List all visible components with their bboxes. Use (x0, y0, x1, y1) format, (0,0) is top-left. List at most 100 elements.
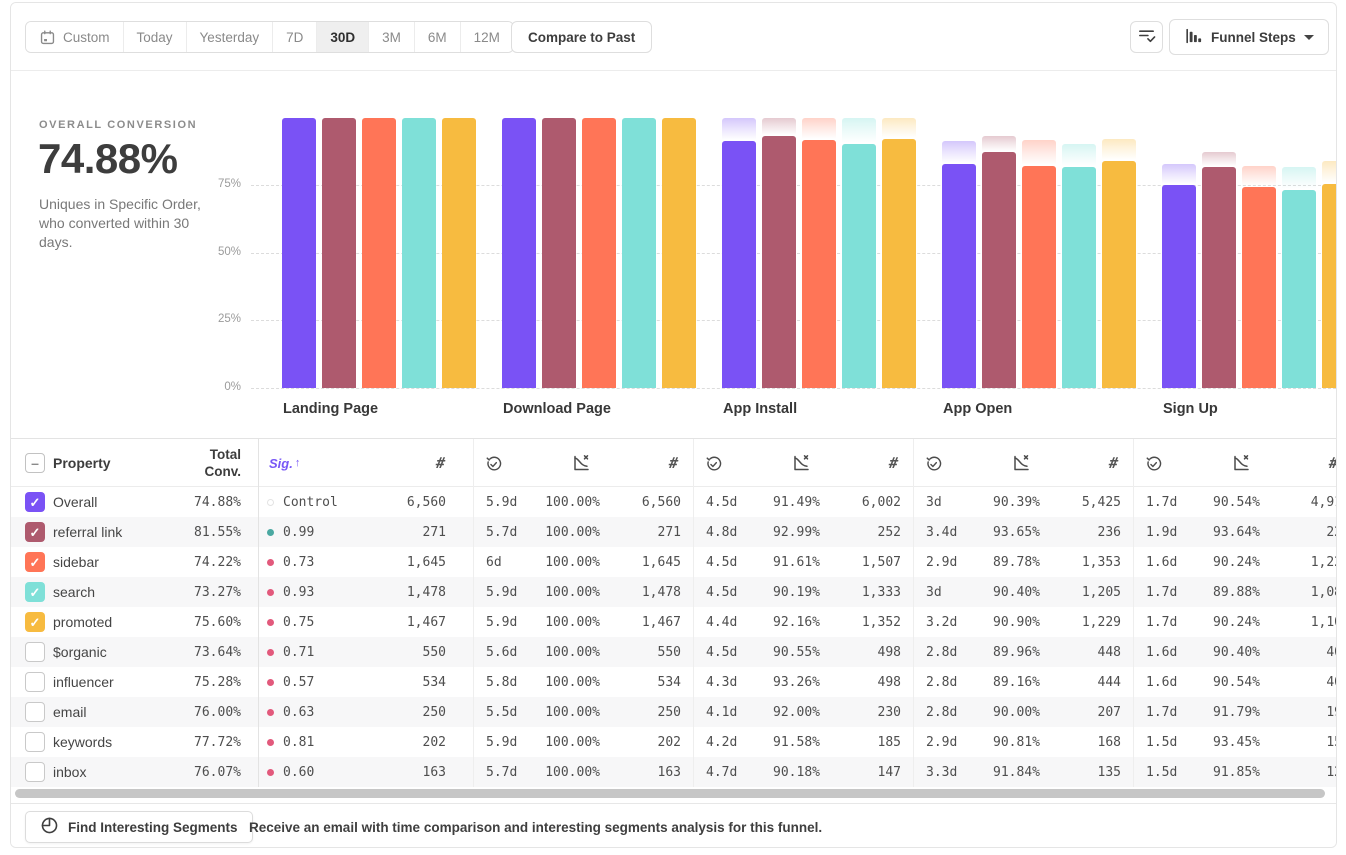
date-range-today[interactable]: Today (123, 22, 187, 52)
bar-search-app-open[interactable] (1062, 144, 1096, 388)
bar-search-download-page[interactable] (622, 117, 656, 388)
table-row-influencer[interactable]: influencer 75.28% 0.57 534 5.8d 100.00% 534 4.3… (11, 667, 1336, 697)
bar-promoted-download-page[interactable] (662, 117, 696, 388)
bar-promoted-app-open[interactable] (1102, 138, 1136, 388)
conversion-drop-icon[interactable] (1231, 439, 1253, 487)
bar-promoted-sign-up[interactable] (1322, 161, 1336, 388)
conversion-rate: 90.54% (1213, 674, 1260, 690)
bar-referral-link-landing-page[interactable] (322, 117, 356, 388)
bar-fill (282, 117, 316, 388)
select-all-checkbox[interactable]: – (25, 453, 45, 473)
table-header: – Property Total Conv. Sig. ↑ # # # # # (11, 439, 1336, 487)
bar-overall-app-open[interactable] (942, 140, 976, 388)
step-count: 230 (877, 704, 901, 720)
bar-promoted-landing-page[interactable] (442, 117, 476, 388)
bar-sidebar-download-page[interactable] (582, 117, 616, 388)
bar-overall-app-install[interactable] (722, 117, 756, 388)
conversion-rate: 91.79% (1213, 704, 1260, 720)
stopwatch-check-icon[interactable] (924, 439, 946, 487)
bar-sidebar-app-open[interactable] (1022, 140, 1056, 388)
conversion-rate: 90.54% (1213, 494, 1260, 510)
stopwatch-check-icon[interactable] (704, 439, 726, 487)
row-checkbox-overall[interactable]: ✓ (25, 492, 45, 512)
table-row-email[interactable]: email 76.00% 0.63 250 5.5d 100.00% 250 4.1d 92.0… (11, 697, 1336, 727)
bar-referral-link-app-install[interactable] (762, 117, 796, 388)
count-column-header[interactable]: # (435, 439, 456, 487)
sig-cell: 0.75 (267, 607, 377, 637)
row-checkbox-sidebar[interactable]: ✓ (25, 552, 45, 572)
row-checkbox-search[interactable]: ✓ (25, 582, 45, 602)
compare-to-past-button[interactable]: Compare to Past (511, 21, 653, 53)
date-range-30d[interactable]: 30D (317, 22, 370, 52)
row-checkbox-keywords[interactable] (25, 732, 45, 752)
time-to-convert: 4.1d (706, 704, 738, 720)
table-row-referral-link[interactable]: ✓ referral link 81.55% 0.99 271 5.7d 100.00% 27… (11, 517, 1336, 547)
row-checkbox-email[interactable] (25, 702, 45, 722)
table-row-inbox[interactable]: inbox 76.07% 0.60 163 5.7d 100.00% 163 4.7d 90.1… (11, 757, 1336, 787)
conversion-drop-icon[interactable] (571, 439, 593, 487)
row-checkbox-referral-link[interactable]: ✓ (25, 522, 45, 542)
table-row-sidebar[interactable]: ✓ sidebar 74.22% 0.73 1,645 6d 100.00% 1,645 4.5… (11, 547, 1336, 577)
table-row-organic[interactable]: $organic 73.64% 0.71 550 5.6d 100.00% 550 4.5d 9… (11, 637, 1336, 667)
conversion-drop-icon[interactable] (1011, 439, 1033, 487)
sort-ascending-icon: ↑ (294, 457, 301, 469)
count-column-header[interactable]: # (888, 439, 907, 487)
table-row-keywords[interactable]: keywords 77.72% 0.81 202 5.9d 100.00% 202 4.2d 9… (11, 727, 1336, 757)
date-range-12m[interactable]: 12M (460, 22, 513, 52)
bar-fill (1022, 165, 1056, 388)
bar-overall-sign-up[interactable] (1162, 164, 1196, 388)
count-column-header[interactable]: # (668, 439, 687, 487)
row-checkbox-promoted[interactable]: ✓ (25, 612, 45, 632)
bar-referral-link-download-page[interactable] (542, 117, 576, 388)
bar-search-sign-up[interactable] (1282, 167, 1316, 388)
sig-column-header-cell[interactable]: Sig. ↑ (269, 439, 349, 487)
funnel-steps-button[interactable]: Funnel Steps (1169, 19, 1329, 55)
check-icon: ✓ (29, 614, 41, 630)
date-range-6m[interactable]: 6M (414, 22, 461, 52)
date-range-label: Yesterday (199, 29, 260, 45)
filter-button[interactable] (1130, 21, 1163, 53)
time-to-convert: 1.5d (1146, 764, 1178, 780)
step-count: 1,353 (1081, 554, 1121, 570)
date-range-yesterday[interactable]: Yesterday (186, 22, 274, 52)
segment-icon (40, 816, 59, 838)
date-range-3m[interactable]: 3M (369, 22, 415, 52)
find-interesting-segments-button[interactable]: Find Interesting Segments (25, 811, 253, 843)
bar-sidebar-app-install[interactable] (802, 117, 836, 388)
significance-dot-insignificant (267, 588, 274, 596)
date-range-custom[interactable]: Custom (26, 22, 124, 52)
bar-sidebar-landing-page[interactable] (362, 117, 396, 388)
scrollbar-thumb[interactable] (15, 789, 1325, 798)
row-checkbox-inbox[interactable] (25, 762, 45, 782)
table-row-promoted[interactable]: ✓ promoted 75.60% 0.75 1,467 5.9d 100.00% 1,467… (11, 607, 1336, 637)
stopwatch-check-icon[interactable] (484, 439, 506, 487)
bar-overall-landing-page[interactable] (282, 117, 316, 388)
property-column-header[interactable]: Property (53, 455, 111, 471)
bar-search-landing-page[interactable] (402, 117, 436, 388)
table-row-search[interactable]: ✓ search 73.27% 0.93 1,478 5.9d 100.00% 1,478 4.… (11, 577, 1336, 607)
bar-referral-link-app-open[interactable] (982, 136, 1016, 388)
row-checkbox-influencer[interactable] (25, 672, 45, 692)
bar-ghost-cap (722, 117, 756, 141)
bar-search-app-install[interactable] (842, 117, 876, 388)
sig-column-header[interactable]: Sig. (269, 455, 293, 471)
bar-overall-download-page[interactable] (502, 117, 536, 388)
stopwatch-check-icon[interactable] (1144, 439, 1166, 487)
date-range-label: 3M (382, 29, 401, 45)
total-conv-column-header[interactable]: Total Conv. (204, 447, 242, 479)
conversion-drop-icon[interactable] (791, 439, 813, 487)
horizontal-scrollbar[interactable] (15, 789, 1325, 798)
bar-fill (1102, 161, 1136, 388)
time-to-convert: 3.2d (926, 614, 958, 630)
count-column-header[interactable]: # (1108, 439, 1127, 487)
step-count: 5,425 (1081, 494, 1121, 510)
calendar-icon (39, 29, 56, 46)
bar-sidebar-sign-up[interactable] (1242, 165, 1276, 388)
count-column-header[interactable]: # (1328, 439, 1336, 487)
date-range-7d[interactable]: 7D (273, 22, 318, 52)
column-divider (258, 439, 259, 787)
table-row-overall[interactable]: ✓ Overall 74.88% Control 6,560 5.9d 100.00% 6,5… (11, 487, 1336, 517)
bar-promoted-app-install[interactable] (882, 117, 916, 388)
row-checkbox-organic[interactable] (25, 642, 45, 662)
bar-referral-link-sign-up[interactable] (1202, 152, 1236, 388)
